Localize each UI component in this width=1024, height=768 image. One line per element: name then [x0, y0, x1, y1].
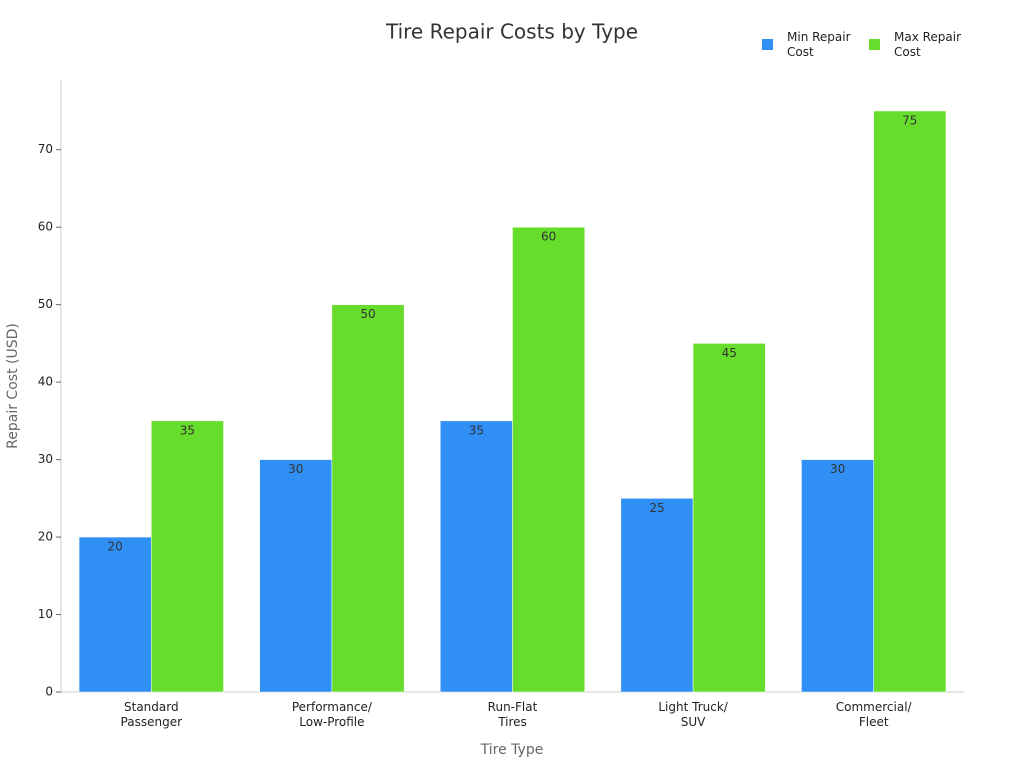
- legend-label: Max Repair Cost: [894, 30, 962, 59]
- value-label: 35: [180, 423, 195, 437]
- y-tick-label: 20: [38, 530, 53, 544]
- y-tick-label: 50: [38, 297, 53, 311]
- bar: [331, 304, 405, 693]
- value-label: 25: [649, 501, 664, 515]
- x-tick-label: Run-Flat Tires: [487, 700, 538, 729]
- value-label: 50: [360, 307, 375, 321]
- y-tick-label: 30: [38, 452, 53, 466]
- legend-swatch: [762, 39, 773, 50]
- y-tick-label: 10: [38, 607, 53, 621]
- x-tick-label: Commercial/ Fleet: [835, 700, 912, 729]
- bar: [512, 226, 585, 693]
- legend-swatch: [869, 39, 880, 50]
- x-tick-label: Performance/ Low-Profile: [291, 700, 372, 729]
- y-tick-label: 70: [38, 142, 53, 156]
- value-label: 35: [469, 423, 484, 437]
- bar: [620, 498, 694, 693]
- x-axis-title: Tire Type: [480, 742, 544, 758]
- legend-label: Min Repair Cost: [787, 30, 851, 59]
- bar: [873, 110, 947, 693]
- bar: [440, 420, 513, 693]
- x-tick-label: Standard Passenger: [120, 700, 183, 729]
- bar: [78, 536, 152, 693]
- x-tick-label: Light Truck/ SUV: [658, 700, 728, 729]
- y-tick-label: 40: [38, 375, 53, 389]
- y-axis-title: Repair Cost (USD): [5, 323, 21, 449]
- value-label: 20: [108, 540, 123, 554]
- bar: [692, 343, 766, 693]
- bar: [259, 459, 333, 693]
- chart-title: Tire Repair Costs by Type: [385, 20, 638, 44]
- bar: [801, 459, 874, 693]
- value-label: 75: [902, 113, 917, 127]
- y-tick-label: 60: [38, 220, 53, 234]
- y-tick-label: 0: [45, 685, 53, 699]
- bar: [151, 420, 224, 693]
- value-label: 45: [722, 346, 737, 360]
- value-label: 30: [288, 462, 303, 476]
- value-label: 60: [541, 230, 556, 244]
- value-label: 30: [830, 462, 845, 476]
